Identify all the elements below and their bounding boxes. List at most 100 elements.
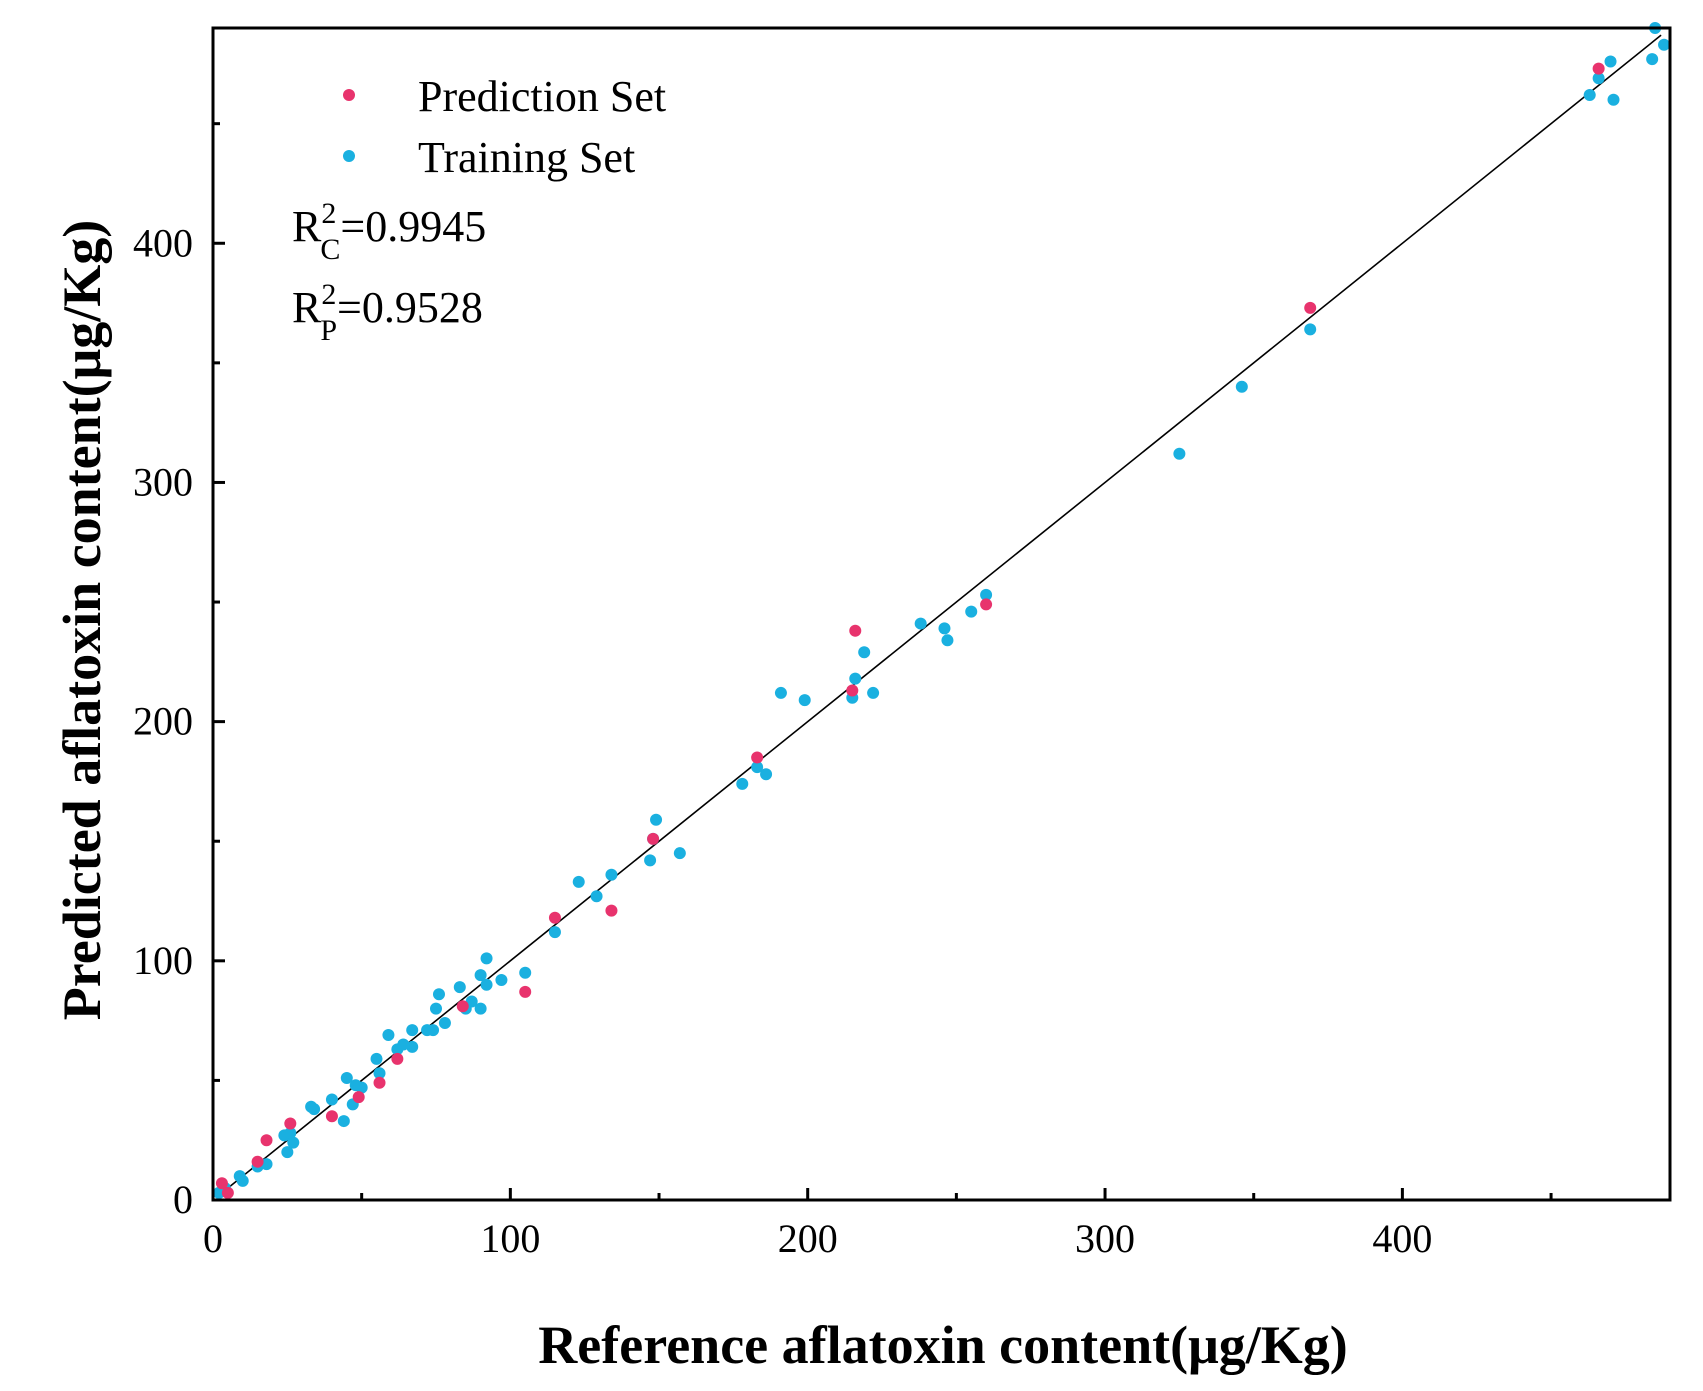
training-point <box>281 1146 294 1159</box>
x-axis-title: Reference aflatoxin content(μg/Kg) <box>538 1315 1347 1375</box>
prediction-point <box>352 1091 365 1104</box>
y-axis-title: Predicted aflatoxin content(μg/Kg) <box>52 220 112 1020</box>
prediction-point <box>1304 301 1317 314</box>
training-point <box>370 1052 383 1065</box>
y-tick-label: 200 <box>133 699 193 744</box>
legend-marker-prediction <box>343 89 355 101</box>
y-tick-label: 300 <box>133 459 193 504</box>
training-point <box>941 634 954 647</box>
prediction-point <box>647 832 660 845</box>
training-point <box>308 1103 321 1116</box>
prediction-point <box>846 684 859 697</box>
prediction-point <box>325 1110 338 1123</box>
r2c-base: R <box>292 202 322 251</box>
training-point <box>474 969 487 982</box>
prediction-point <box>548 911 561 924</box>
prediction-point <box>221 1186 234 1199</box>
training-point <box>340 1072 353 1085</box>
plot-frame <box>211 26 1672 1202</box>
training-point <box>736 777 749 790</box>
training-point <box>453 981 466 994</box>
training-point <box>867 686 880 699</box>
r2p-sup: 2 <box>321 278 336 311</box>
y-tick-label: 400 <box>133 220 193 265</box>
training-point <box>432 988 445 1001</box>
prediction-point <box>373 1076 386 1089</box>
training-point <box>480 952 493 965</box>
training-point <box>650 813 663 826</box>
training-point <box>858 646 871 659</box>
training-point <box>1604 55 1617 68</box>
training-point <box>519 966 532 979</box>
prediction-point <box>251 1155 264 1168</box>
training-point <box>980 588 993 601</box>
training-point <box>382 1028 395 1041</box>
training-point <box>774 686 787 699</box>
prediction-point <box>456 1000 469 1013</box>
r2c-sub: C <box>320 233 340 266</box>
training-point <box>605 868 618 881</box>
x-tick-label: 300 <box>1075 1216 1135 1261</box>
training-point <box>548 926 561 939</box>
y-tick-label: 0 <box>173 1177 193 1222</box>
legend-label-prediction: Prediction Set <box>418 72 666 121</box>
prediction-point <box>391 1052 404 1065</box>
training-point <box>644 854 657 867</box>
prediction-point <box>260 1134 273 1147</box>
prediction-point <box>849 624 862 637</box>
prediction-point <box>284 1117 297 1130</box>
training-point <box>1173 447 1186 460</box>
x-axis: 0 100 200 300 400 <box>203 1188 1553 1261</box>
prediction-point <box>519 985 532 998</box>
training-point <box>373 1067 386 1080</box>
y-tick-label: 100 <box>133 938 193 983</box>
training-point <box>849 672 862 685</box>
r2p-annotation: R2 P=0.9528 <box>292 278 483 347</box>
training-point <box>236 1174 249 1187</box>
r2p-sub: P <box>320 314 337 347</box>
training-point <box>465 995 478 1008</box>
training-point <box>1592 72 1605 85</box>
training-point <box>355 1081 368 1094</box>
prediction-point <box>605 904 618 917</box>
prediction-point <box>980 598 993 611</box>
prediction-point <box>1592 62 1605 75</box>
training-point <box>938 622 951 635</box>
x-tick-label: 100 <box>480 1216 540 1261</box>
y-axis: 0 100 200 300 400 <box>133 122 225 1222</box>
training-point <box>474 1002 487 1015</box>
r2c-sup: 2 <box>321 197 336 230</box>
training-point <box>406 1024 419 1037</box>
training-point <box>427 1024 440 1037</box>
training-point <box>287 1136 300 1149</box>
legend-label-training: Training Set <box>418 133 635 182</box>
r2p-base: R <box>292 283 322 332</box>
training-point <box>1583 88 1596 101</box>
training-point <box>480 978 493 991</box>
prediction-point <box>751 751 764 764</box>
training-point <box>673 847 686 860</box>
x-tick-label: 400 <box>1372 1216 1432 1261</box>
training-point <box>1658 38 1671 51</box>
x-tick-label: 200 <box>778 1216 838 1261</box>
r2c-value: =0.9945 <box>340 202 486 251</box>
training-point <box>590 890 603 903</box>
training-point <box>1304 323 1317 336</box>
r2p-value: =0.9528 <box>337 283 483 332</box>
prediction-point <box>215 1177 228 1190</box>
training-point <box>914 617 927 630</box>
training-point <box>337 1115 350 1128</box>
training-point <box>406 1040 419 1053</box>
training-point <box>798 694 811 707</box>
x-tick-label: 0 <box>203 1216 223 1261</box>
training-point <box>495 973 508 986</box>
training-point <box>325 1093 338 1106</box>
legend: Prediction Set Training Set <box>343 72 666 182</box>
training-point <box>284 1127 297 1140</box>
training-point <box>1607 93 1620 106</box>
training-point <box>430 1002 443 1015</box>
training-point <box>751 761 764 774</box>
training-point <box>760 768 773 781</box>
training-point <box>438 1017 451 1030</box>
